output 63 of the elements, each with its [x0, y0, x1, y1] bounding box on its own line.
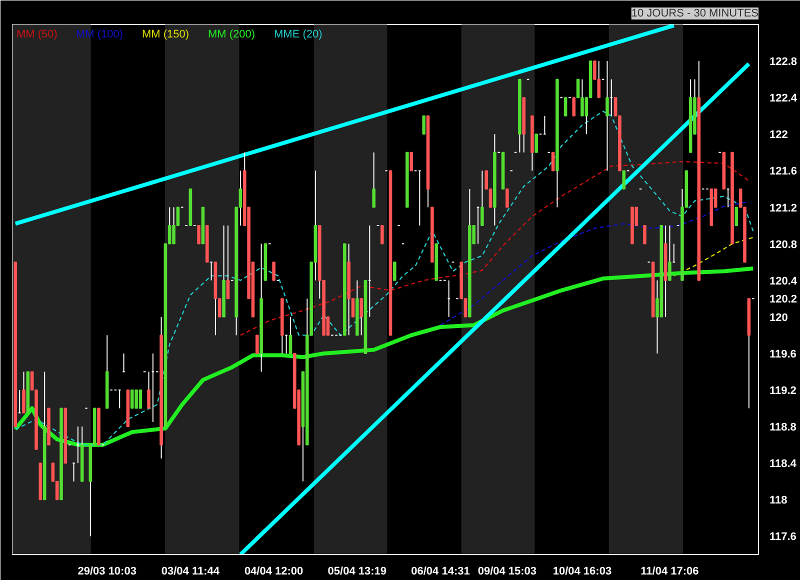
x-tick-label: 03/04 11:44 — [161, 566, 220, 578]
x-tick-label: 09/04 15:03 — [478, 566, 537, 578]
candlestick — [422, 115, 426, 135]
y-tick-label: 117.6 — [770, 531, 796, 544]
candlestick — [580, 78, 584, 116]
x-tick-label: 29/03 10:03 — [78, 566, 136, 578]
y-tick-label: 122.4 — [770, 92, 798, 105]
candlestick — [480, 170, 484, 226]
candlestick — [197, 225, 200, 244]
y-tick-label: 122 — [770, 129, 788, 142]
line-series — [673, 236, 754, 276]
y-tick-label: 119.6 — [770, 348, 796, 360]
candlestick — [734, 206, 738, 226]
y-tick-label: 118.4 — [770, 458, 798, 470]
y-tick-label: 119.2 — [770, 385, 796, 398]
chart-subtitle: 10 JOURS - 30 MINUTES — [631, 8, 758, 20]
candlestick — [130, 390, 134, 409]
y-tick-label: 120 — [770, 312, 788, 324]
y-tick-label: 118.8 — [770, 422, 796, 434]
candlestick — [393, 262, 396, 281]
candlestick — [551, 152, 555, 172]
candlestick — [372, 152, 376, 208]
candlestick — [147, 371, 150, 409]
x-tick-label: 10/04 16:03 — [552, 566, 612, 578]
candlestick — [134, 390, 138, 409]
candlestick — [255, 334, 259, 354]
candlestick — [668, 225, 672, 281]
candlestick — [172, 206, 176, 244]
x-tick-label: 11/04 17:06 — [640, 566, 699, 578]
y-tick-label: 120.4 — [770, 275, 798, 288]
candlestick — [643, 225, 646, 244]
candlestick — [226, 225, 230, 300]
text: MM (200) — [208, 28, 256, 40]
candlestick — [380, 225, 384, 244]
candlestick — [410, 152, 413, 172]
line-series — [440, 201, 750, 326]
y-tick-label: 121.2 — [770, 202, 798, 214]
text: MM (100) — [76, 28, 124, 40]
candlestick — [272, 262, 276, 281]
x-tick-label: 04/04 12:00 — [244, 566, 304, 578]
x-tick-label: 05/04 13:19 — [328, 566, 387, 578]
y-tick-label: 120.2 — [770, 294, 798, 306]
y-tick-label: 120.8 — [770, 238, 798, 251]
candlestick — [622, 170, 626, 190]
y-tick-label: 122.8 — [770, 56, 798, 68]
candlestick — [606, 60, 609, 172]
y-tick-label: 121.6 — [770, 166, 798, 178]
candlestick — [597, 60, 601, 98]
y-tick-label: 118 — [770, 494, 788, 507]
candlestick — [360, 298, 363, 336]
text: MME (20) — [274, 28, 322, 40]
candlestick — [564, 97, 568, 116]
candlestick — [534, 134, 538, 153]
candlestick — [288, 316, 292, 354]
line-series — [240, 160, 750, 336]
text: MM (50) — [16, 28, 58, 40]
text: MM (150) — [142, 28, 190, 40]
candlestick — [572, 97, 576, 116]
candlestick — [138, 390, 142, 409]
line-series — [14, 110, 754, 446]
candlestick — [22, 371, 26, 414]
x-tick-label: 06/04 14:31 — [411, 566, 470, 578]
candlestick — [506, 188, 509, 208]
